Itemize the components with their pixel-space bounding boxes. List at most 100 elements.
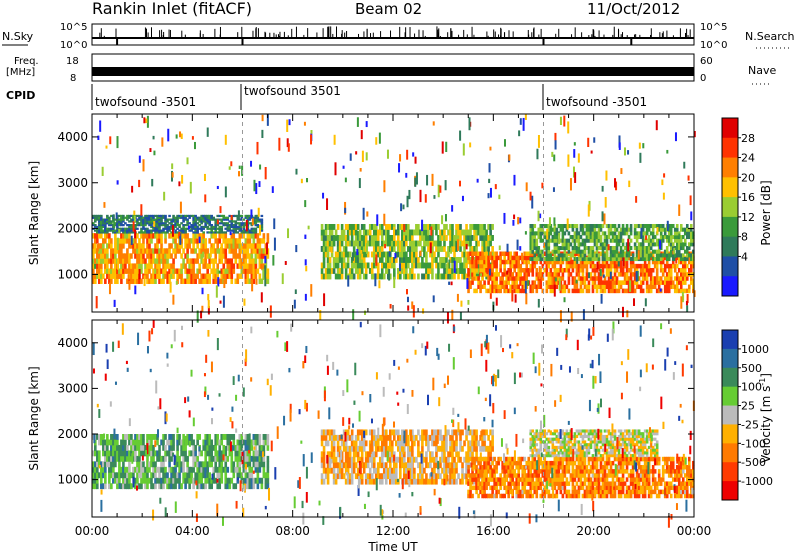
echo-cell [409, 273, 412, 280]
echo-cell [200, 214, 203, 218]
echo-cell [94, 258, 97, 264]
echo-cell [411, 273, 414, 280]
echo-cell [202, 238, 205, 244]
echo-cell [138, 231, 141, 234]
echo-cell [148, 243, 151, 249]
echo-cell [435, 456, 438, 463]
echo-cell [579, 249, 583, 254]
echo-cell [487, 255, 490, 261]
echo-cell [669, 249, 673, 254]
echo-point [453, 260, 456, 273]
echo-cell [555, 284, 559, 290]
echo-cell [94, 472, 97, 479]
echo-cell [433, 224, 436, 230]
echo-cell [485, 246, 488, 252]
echo-cell [334, 229, 338, 236]
echo-cell [202, 227, 205, 230]
echo-cell [419, 240, 422, 247]
echo-cell [150, 439, 153, 446]
echo-cell [232, 483, 236, 490]
echo-cell [447, 246, 450, 252]
echo-cell [535, 284, 539, 290]
echo-cell [655, 224, 659, 229]
echo-cell [214, 444, 218, 451]
echo-point [179, 201, 182, 214]
echo-point [115, 212, 118, 220]
echo-point [460, 300, 463, 307]
echo-point [304, 259, 307, 266]
echo-point [193, 141, 196, 150]
echo-cell [176, 434, 179, 440]
echo-cell [342, 445, 346, 452]
echo-point [196, 310, 199, 323]
echo-cell [356, 451, 360, 458]
echo-cell [507, 276, 510, 281]
echo-cell [376, 473, 380, 480]
echo-cell [340, 235, 344, 241]
echo-cell [142, 231, 145, 234]
echo-cell [186, 222, 189, 225]
echo-cell [449, 229, 452, 236]
echo-cell [94, 273, 97, 279]
echo-cell [330, 451, 334, 458]
echo-cell [609, 253, 613, 258]
echo-cell [126, 224, 129, 227]
echo-cell [208, 477, 211, 484]
echo-cell [589, 238, 593, 243]
echo-cell [164, 216, 167, 219]
echo-cell [192, 231, 195, 234]
echo-cell [210, 225, 213, 229]
echo-cell [198, 224, 201, 227]
echo-cell [116, 472, 119, 479]
echo-point [537, 298, 540, 308]
echo-cell [246, 273, 250, 279]
echo-cell [479, 268, 482, 273]
echo-cell [260, 224, 264, 227]
echo-cell [226, 477, 230, 484]
echo-cell [579, 288, 583, 294]
echo-point [661, 179, 664, 186]
echo-cell [551, 257, 555, 262]
echo-point [142, 159, 145, 172]
echo-cell [659, 259, 663, 265]
echo-cell [192, 222, 195, 225]
echo-cell [435, 462, 438, 469]
echo-cell [160, 466, 163, 473]
freq-trace [92, 67, 694, 76]
echo-cell [527, 259, 531, 265]
echo-cell [599, 242, 603, 247]
echo-cell [264, 477, 268, 484]
echo-cell [388, 434, 392, 441]
echo-cell [507, 251, 510, 257]
echo-cell [92, 222, 95, 225]
echo-cell [238, 472, 242, 479]
echo-cell [244, 243, 248, 249]
echo-cell [170, 253, 173, 259]
echo-cell [140, 243, 143, 249]
echo-cell [196, 222, 199, 225]
echo-cell [625, 227, 629, 232]
echo-cell [388, 451, 392, 458]
echo-cell [124, 268, 127, 274]
echo-cell [647, 268, 651, 273]
echo-cell [192, 216, 195, 219]
echo-cell [403, 229, 406, 236]
echo-cell [683, 227, 687, 232]
echo-cell [615, 246, 619, 251]
echo-cell [190, 227, 193, 230]
echo-cell [114, 233, 117, 239]
echo-cell [390, 257, 394, 263]
echo-cell [206, 227, 209, 230]
echo-cell [254, 243, 258, 249]
echo-cell [665, 288, 669, 294]
echo-cell [212, 258, 216, 264]
echo-cell [593, 263, 597, 269]
echo-cell [102, 444, 105, 451]
echo-cell [158, 248, 161, 254]
echo-cell [601, 246, 605, 251]
echo-cell [144, 222, 147, 225]
echo-point [622, 257, 625, 267]
echo-cell [352, 467, 356, 474]
echo-cell [675, 276, 679, 281]
echo-cell [597, 235, 601, 240]
